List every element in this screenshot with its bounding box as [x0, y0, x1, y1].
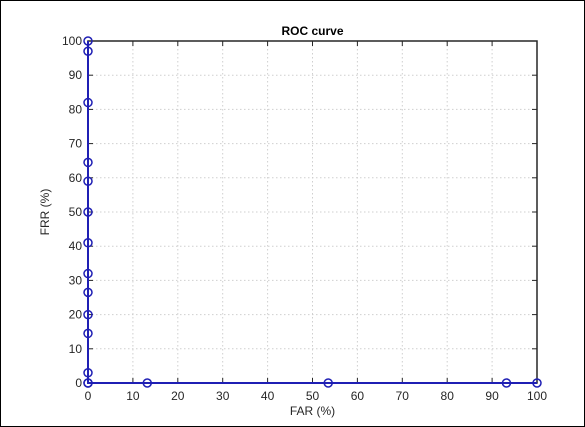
y-tick-label: 30 [69, 273, 83, 287]
y-tick-label: 90 [69, 68, 83, 82]
x-tick-label: 20 [171, 389, 185, 403]
data-point-marker [83, 378, 93, 388]
data-point-marker [83, 238, 93, 248]
x-tick-label: 100 [527, 389, 547, 403]
y-tick-labels: 0 10 20 30 40 50 60 70 80 90 100 [62, 34, 82, 390]
data-point-marker [83, 176, 93, 186]
y-tick-label: 0 [75, 376, 82, 390]
data-point-marker [83, 157, 93, 168]
y-tick-label: 80 [69, 102, 83, 116]
roc-curve-markers [83, 36, 542, 388]
data-point-marker [83, 36, 93, 46]
data-point-marker [83, 287, 93, 298]
y-tick-label: 70 [69, 137, 83, 151]
data-point-marker [83, 46, 93, 57]
grid [88, 41, 537, 383]
x-tick-label: 30 [216, 389, 230, 403]
data-point-marker [83, 97, 93, 108]
data-point-marker [532, 378, 542, 388]
y-axis-title: FRR (%) [38, 189, 52, 236]
data-point-marker [501, 378, 512, 388]
x-axis-title: FAR (%) [290, 404, 335, 418]
chart-title: ROC curve [281, 24, 343, 38]
y-tick-label: 10 [69, 342, 83, 356]
y-tick-label: 100 [62, 34, 82, 48]
x-tick-label: 0 [85, 389, 92, 403]
x-tick-labels: 0 10 20 30 40 50 60 70 80 90 100 [85, 389, 548, 403]
x-tick-label: 50 [306, 389, 320, 403]
y-tick-label: 40 [69, 239, 83, 253]
x-tick-label: 70 [396, 389, 410, 403]
y-tick-label: 50 [69, 205, 83, 219]
roc-curve-line [87, 41, 537, 384]
data-point-marker [83, 268, 93, 279]
data-point-marker [323, 378, 333, 388]
x-tick-label: 80 [441, 389, 455, 403]
data-point-marker [142, 378, 153, 388]
x-tick-label: 40 [261, 389, 275, 403]
y-tick-label: 60 [69, 171, 83, 185]
x-tick-label: 60 [351, 389, 365, 403]
x-tick-label: 90 [485, 389, 499, 403]
data-point-marker [83, 207, 93, 217]
y-tick-label: 20 [69, 308, 83, 322]
data-point-marker [83, 309, 93, 320]
data-point-marker [83, 367, 93, 378]
data-point-marker [83, 328, 93, 339]
x-tick-label: 10 [126, 389, 140, 403]
